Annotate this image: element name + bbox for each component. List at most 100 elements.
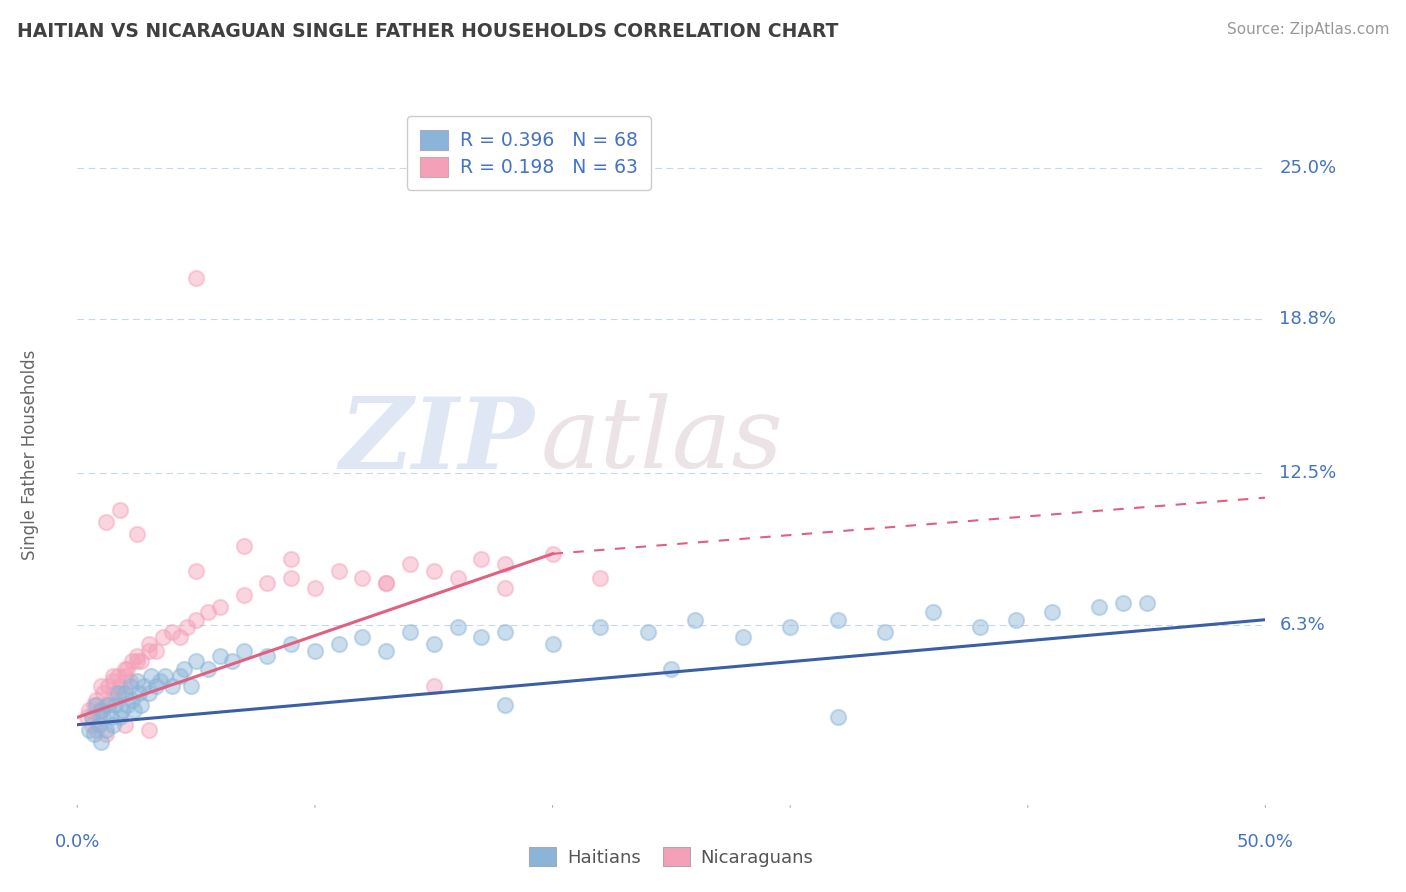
Point — [352, 630, 374, 644]
Point — [125, 649, 148, 664]
Point — [138, 723, 160, 737]
Point — [155, 669, 177, 683]
Text: 0.0%: 0.0% — [55, 833, 100, 851]
Point — [76, 710, 98, 724]
Point — [90, 735, 112, 749]
Point — [328, 564, 350, 578]
Point — [145, 679, 167, 693]
Point — [1040, 606, 1063, 620]
Text: 12.5%: 12.5% — [1279, 464, 1337, 483]
Point — [138, 637, 160, 651]
Point — [104, 698, 127, 713]
Point — [77, 723, 100, 737]
Text: atlas: atlas — [541, 393, 783, 489]
Point — [256, 576, 278, 591]
Point — [969, 620, 991, 634]
Point — [128, 686, 150, 700]
Point — [173, 661, 195, 675]
Point — [197, 661, 219, 675]
Point — [115, 698, 138, 713]
Point — [149, 673, 172, 688]
Point — [145, 644, 167, 658]
Legend: Haitians, Nicaraguans: Haitians, Nicaraguans — [522, 840, 821, 874]
Point — [101, 673, 124, 688]
Point — [494, 557, 516, 571]
Point — [637, 624, 659, 639]
Text: 18.8%: 18.8% — [1279, 310, 1336, 328]
Point — [541, 637, 564, 651]
Point — [186, 654, 208, 668]
Point — [94, 727, 117, 741]
Point — [470, 630, 492, 644]
Point — [232, 540, 254, 554]
Point — [1005, 613, 1028, 627]
Point — [114, 717, 136, 731]
Point — [104, 686, 127, 700]
Point — [111, 686, 134, 700]
Point — [304, 644, 326, 658]
Point — [162, 679, 184, 693]
Point — [80, 717, 103, 731]
Point — [180, 679, 202, 693]
Point — [280, 551, 302, 566]
Point — [118, 679, 141, 693]
Point — [125, 673, 148, 688]
Point — [87, 717, 110, 731]
Point — [101, 717, 124, 731]
Point — [423, 679, 446, 693]
Point — [87, 710, 110, 724]
Point — [446, 571, 468, 585]
Point — [90, 703, 112, 717]
Point — [132, 679, 155, 693]
Point — [208, 649, 231, 664]
Point — [186, 613, 208, 627]
Point — [118, 673, 141, 688]
Point — [423, 637, 446, 651]
Point — [197, 606, 219, 620]
Point — [589, 620, 612, 634]
Point — [86, 723, 108, 737]
Point — [152, 630, 174, 644]
Point — [375, 576, 398, 591]
Point — [80, 710, 103, 724]
Point — [93, 686, 115, 700]
Point — [280, 571, 302, 585]
Point — [875, 624, 897, 639]
Point — [111, 703, 134, 717]
Point — [232, 588, 254, 602]
Point — [139, 669, 162, 683]
Point — [208, 600, 231, 615]
Point — [827, 613, 849, 627]
Point — [352, 571, 374, 585]
Point — [121, 693, 143, 707]
Point — [304, 581, 326, 595]
Point — [494, 698, 516, 713]
Point — [94, 515, 117, 529]
Text: 6.3%: 6.3% — [1279, 615, 1324, 633]
Point — [169, 630, 191, 644]
Point — [138, 686, 160, 700]
Point — [494, 581, 516, 595]
Point — [97, 679, 120, 693]
Point — [131, 698, 153, 713]
Point — [107, 686, 129, 700]
Point — [108, 710, 131, 724]
Point — [256, 649, 278, 664]
Point — [731, 630, 754, 644]
Point — [114, 669, 136, 683]
Point — [94, 723, 117, 737]
Point — [93, 710, 115, 724]
Text: 50.0%: 50.0% — [1237, 833, 1294, 851]
Point — [221, 654, 243, 668]
Text: 25.0%: 25.0% — [1279, 159, 1337, 178]
Point — [186, 271, 208, 285]
Point — [101, 669, 124, 683]
Point — [232, 644, 254, 658]
Point — [1112, 596, 1135, 610]
Point — [86, 698, 108, 713]
Text: Single Father Households: Single Father Households — [21, 350, 39, 560]
Point — [399, 624, 422, 639]
Point — [541, 547, 564, 561]
Point — [162, 624, 184, 639]
Point — [661, 661, 683, 675]
